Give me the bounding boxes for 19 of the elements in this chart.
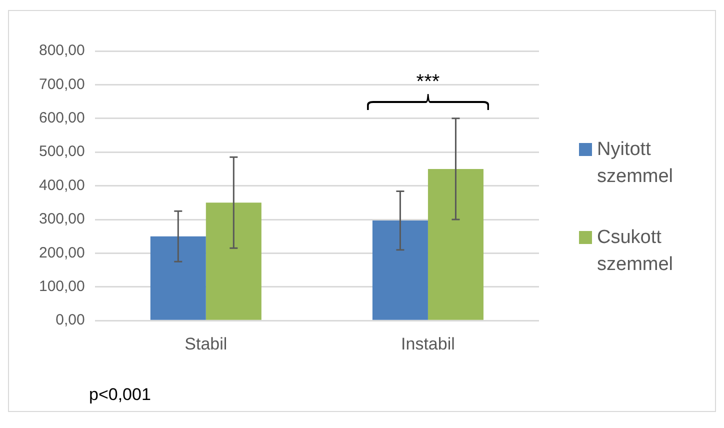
bar xyxy=(150,236,206,320)
y-tick-label: 400,00 xyxy=(38,176,85,194)
y-tick-label: 800,00 xyxy=(38,42,85,60)
text: p<0,001 xyxy=(89,385,151,405)
y-tick-label: 300,00 xyxy=(38,210,85,228)
y-tick-label: 200,00 xyxy=(38,244,85,262)
bar xyxy=(428,168,484,320)
x-tick-label: Stabil xyxy=(184,334,228,354)
annotation: *** xyxy=(416,70,440,93)
y-tick-label: 600,00 xyxy=(38,110,85,127)
y-tick-label: 700,00 xyxy=(38,76,85,93)
bar xyxy=(372,220,428,320)
x-tick-label: Instabil xyxy=(401,334,455,354)
y-tick-label: 0,00 xyxy=(56,312,85,329)
y-tick-label: 100,00 xyxy=(38,278,85,296)
bar xyxy=(206,202,262,320)
y-tick-label: 500,00 xyxy=(38,143,85,160)
legend-label: Csukott szemmel xyxy=(597,226,674,277)
legend-label: Nyitott szemmel xyxy=(597,138,674,189)
